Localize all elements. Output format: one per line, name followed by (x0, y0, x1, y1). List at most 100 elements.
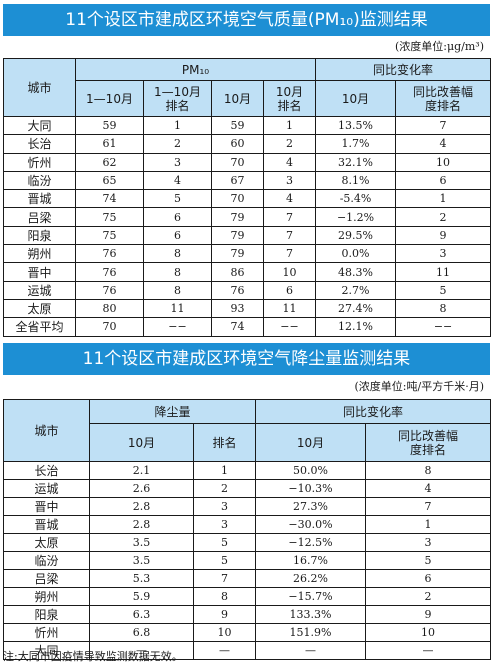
table-row: 晋城 2.8 3 −30.0% 1 (3, 515, 492, 534)
pm10-unit: (浓度单位:μg/m³) (3, 36, 490, 58)
value-cell: 2 (192, 479, 257, 498)
dust-header-rank: 排名 (192, 423, 257, 462)
city-cell: 忻州 (3, 623, 90, 642)
table-row: 朔州 5.9 8 −15.7% 2 (3, 587, 492, 606)
city-cell: 长治 (3, 461, 90, 480)
value-cell: 6.3 (89, 605, 194, 624)
value-cell: 2.7% (315, 280, 397, 300)
table-row: 忻州 62 3 70 4 32.1% 10 (3, 152, 492, 172)
value-cell: 9 (395, 225, 492, 246)
value-cell: 76 (75, 244, 144, 264)
value-cell: 2 (262, 134, 317, 154)
table-row: 朔州 76 8 79 7 0.0% 3 (3, 244, 492, 264)
table-row: 阳泉 6.3 9 133.3% 9 (3, 605, 492, 624)
value-cell: 6 (143, 225, 212, 246)
value-cell: 26.2% (255, 569, 367, 588)
value-cell: −10.3% (255, 479, 367, 498)
value-cell: 2 (143, 134, 212, 154)
city-cell: 太原 (3, 298, 76, 319)
table-row: 长治 2.1 1 50.0% 8 (3, 461, 492, 480)
value-cell: −− (262, 317, 317, 337)
value-cell: 10 (395, 152, 492, 172)
value-cell: 3 (262, 170, 317, 191)
value-cell: 13.5% (315, 115, 397, 136)
value-cell: 74 (211, 317, 264, 337)
header-improve-rank: 同比改善幅度排名 (395, 80, 492, 117)
dust-header-yoy-oct: 10月 (255, 423, 367, 462)
value-cell: −1.2% (315, 207, 397, 227)
header-jan-oct: 1—10月 (75, 80, 144, 117)
city-cell: 临汾 (3, 170, 76, 191)
header-oct-rank: 10月排名 (262, 80, 317, 117)
city-cell: 运城 (3, 479, 90, 498)
value-cell: 2.1 (89, 461, 194, 480)
value-cell: 59 (211, 115, 264, 136)
value-cell: 5 (192, 533, 257, 552)
table-row: 大同 59 1 59 1 13.5% 7 (3, 115, 492, 136)
value-cell: — (192, 641, 257, 660)
value-cell: 3.5 (89, 533, 194, 552)
value-cell: 60 (211, 134, 264, 154)
value-cell: 2.6 (89, 479, 194, 498)
header-city: 城市 (3, 58, 76, 117)
value-cell: 70 (75, 317, 144, 337)
value-cell: 2 (395, 207, 492, 227)
value-cell: −12.5% (255, 533, 367, 552)
value-cell: 16.7% (255, 551, 367, 570)
city-cell: 太原 (3, 533, 90, 552)
table-row: 临汾 3.5 5 16.7% 5 (3, 551, 492, 570)
value-cell: 6.8 (89, 623, 194, 642)
value-cell: 4 (262, 189, 317, 209)
value-cell: 6 (262, 280, 317, 300)
dust-header-oct: 10月 (89, 423, 194, 462)
city-cell: 长治 (3, 134, 76, 154)
value-cell: 86 (211, 262, 264, 282)
value-cell: 1 (365, 515, 492, 534)
value-cell: 8 (365, 461, 492, 480)
value-cell: 80 (75, 298, 144, 319)
value-cell: 11 (143, 298, 212, 319)
value-cell: 79 (211, 207, 264, 227)
header-yoy-group: 同比变化率 (315, 58, 492, 81)
value-cell: 50.0% (255, 461, 367, 480)
value-cell: 76 (75, 262, 144, 282)
table-row: 晋中 76 8 86 10 48.3% 11 (3, 262, 492, 282)
value-cell: 70 (211, 152, 264, 172)
value-cell: 62 (75, 152, 144, 172)
value-cell: — (255, 641, 367, 660)
value-cell: 11 (395, 262, 492, 282)
table-row: 太原 3.5 5 −12.5% 3 (3, 533, 492, 552)
city-cell: 大同 (3, 641, 90, 660)
value-cell: 3 (192, 497, 257, 516)
value-cell: 3 (365, 533, 492, 552)
value-cell: 4 (365, 479, 492, 498)
value-cell: 5 (192, 551, 257, 570)
value-cell: 32.1% (315, 152, 397, 172)
value-cell: 2 (365, 587, 492, 606)
header-jan-oct-rank: 1—10月排名 (143, 80, 212, 117)
table-row: 运城 76 8 76 6 2.7% 5 (3, 280, 492, 300)
value-cell: 1 (395, 189, 492, 209)
value-cell: 74 (75, 189, 144, 209)
dust-title: 11个设区市建成区环境空气降尘量监测结果 (3, 343, 490, 375)
dust-unit: (浓度单位:吨/平方千米·月) (3, 375, 490, 399)
city-cell: 阳泉 (3, 605, 90, 624)
table-row: 运城 2.6 2 −10.3% 4 (3, 479, 492, 498)
header-yoy-oct: 10月 (315, 80, 397, 117)
value-cell: 8 (143, 280, 212, 300)
value-cell: 8 (192, 587, 257, 606)
value-cell: 7 (365, 497, 492, 516)
dust-header-improve-rank: 同比改善幅度排名 (365, 423, 492, 462)
table-row: 大同 — — — — (3, 641, 492, 660)
city-cell: 全省平均 (3, 317, 76, 337)
value-cell: 11 (262, 298, 317, 319)
value-cell: −− (395, 317, 492, 337)
value-cell: −− (143, 317, 212, 337)
value-cell: 79 (211, 244, 264, 264)
value-cell: 7 (262, 207, 317, 227)
value-cell: 1.7% (315, 134, 397, 154)
value-cell: 8 (395, 298, 492, 319)
dust-section: 11个设区市建成区环境空气降尘量监测结果 (浓度单位:吨/平方千米·月) 城市 … (3, 343, 492, 660)
value-cell: 5 (365, 551, 492, 570)
value-cell: 4 (262, 152, 317, 172)
